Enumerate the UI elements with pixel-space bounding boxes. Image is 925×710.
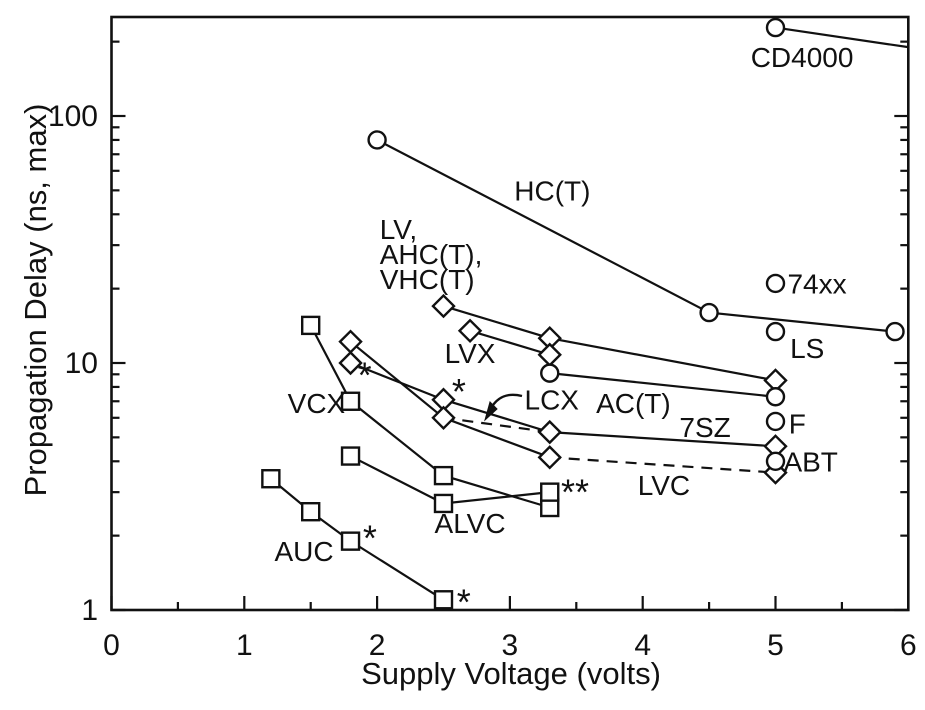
series-line-ac-t [549,372,776,398]
series-label-hc-t: HC(T) [514,175,590,206]
lvx-marker-diamond [537,342,562,367]
series-line-7sz [350,361,776,448]
alvc-marker-square [433,493,454,514]
series-markers-layer [261,17,905,610]
auc-marker-square [261,469,281,489]
series-labels-layer: 0 1 2 3 4 5 6110100CD4000HC(T)74xxLSLV,AHC(T),… [48,42,917,662]
y-tick-label: 100 [48,100,98,133]
footnote-star: * [452,371,466,412]
ls-marker-circle [765,321,786,342]
lv-ahc-t-vhc-t-marker-diamond [431,293,456,319]
series-label-ls: LS [790,333,824,364]
alvc-marker-square [340,446,361,466]
hc-t-marker-circle [367,130,387,150]
auc-marker-square [340,531,361,551]
hc-t-marker-circle [885,321,905,342]
series-label-ac-t: AC(T) [596,388,671,419]
7sz-marker-diamond [537,419,562,445]
lcx-callout-arrow [484,393,523,422]
7sz-marker-diamond [338,350,363,376]
vcx-marker-square [301,315,321,336]
footnote-star: * [457,582,471,623]
ac-t-marker-circle [765,387,786,407]
series-label-f: F [789,408,806,439]
plot-area-border [110,15,910,612]
lvx-marker-diamond [457,318,483,344]
ac-t-marker-circle [540,363,560,383]
footnote-star: * [363,517,377,558]
x-tick-label: 5 [767,629,784,662]
x-axis-title: Supply Voltage (volts) [361,656,661,691]
lvc-marker-diamond [537,445,562,470]
series-label-74xx: 74xx [787,268,846,299]
y-tick-label: 10 [65,347,98,380]
series-label-vcx: VCX [288,388,346,419]
series-label-lcx: LCX [525,385,580,416]
auc-marker-square [433,590,454,610]
x-tick-label: 1 [236,629,253,662]
series-line-hc-t [376,138,896,333]
x-tick-label: 2 [369,629,386,662]
series-label-alvc: ALVC [435,508,506,539]
series-label-lv-ahc-t-vhc-t: AHC(T), [380,239,483,270]
alvc-marker-square [540,482,560,502]
series-line-lcx [443,416,550,434]
74xx-marker-circle [765,273,786,294]
cd4000-marker-circle [765,17,786,38]
x-tick-label: 3 [502,629,519,662]
f-marker-circle [765,411,786,432]
series-label-auc: AUC [274,536,333,567]
series-line-lvx [469,329,551,356]
y-tick-label: 1 [81,594,98,627]
series-label-cd4000: CD4000 [751,42,854,73]
series-label-lvc: LVC [638,470,690,501]
x-tick-label: 0 [103,629,120,662]
series-label-abt: ABT [783,446,837,477]
series-line-cd4000 [775,26,909,49]
y-axis-title: Propagation Delay (ns, max) [18,104,53,497]
footnote-star: * [358,354,372,395]
lvc-marker-diamond [431,405,456,430]
footnote-star: ** [561,471,589,512]
series-line-auc [270,477,445,601]
series-line-vcx [309,324,551,509]
auc-marker-square [301,502,321,522]
abt-marker-circle [765,451,786,471]
series-label-lv-ahc-t-vhc-t: VHC(T) [380,264,475,295]
series-label-lvx: LVX [445,338,496,369]
series-label-lv-ahc-t-vhc-t: LV, [380,214,417,245]
series-label-7sz: 7SZ [679,412,730,443]
series-lines-layer [110,26,910,612]
vcx-marker-square [433,465,454,486]
x-tick-label: 6 [900,629,917,662]
hc-t-marker-circle [699,302,719,323]
vcx-marker-square [340,391,361,411]
lvc-marker-diamond [338,329,363,354]
x-tick-label: 4 [634,629,651,662]
